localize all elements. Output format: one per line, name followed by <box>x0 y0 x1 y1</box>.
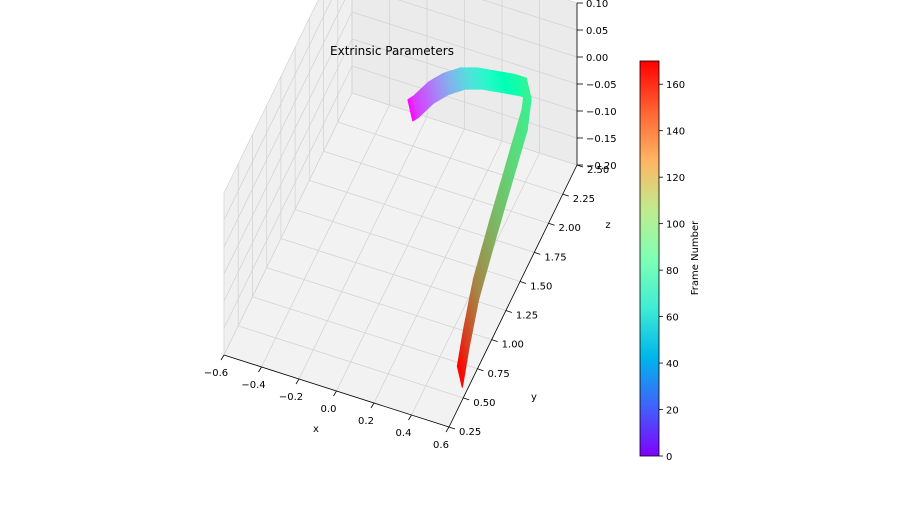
y-tick-mark <box>448 426 456 430</box>
y-tick-label: 1.00 <box>502 340 524 351</box>
axis-panes <box>223 0 578 428</box>
colorbar-tick-label: 20 <box>666 406 679 417</box>
y-tick-label: 2.25 <box>573 194 595 205</box>
y-tick-label: 0.25 <box>459 427 481 438</box>
grid-line <box>266 267 492 341</box>
y-tick-mark <box>548 222 555 226</box>
y-tick-mark <box>505 310 513 313</box>
x-axis-label: x <box>313 424 319 435</box>
ribbon-segment <box>456 358 464 388</box>
x-tick-label: 0.2 <box>358 416 374 427</box>
z-tick-label: −0.05 <box>586 80 617 91</box>
grid-line <box>261 104 390 368</box>
axis-ticks: −0.6 −0.4 −0.2 0.0 0.2 0.4 0.6 0.25 0.50 0.75 1.00… <box>204 0 617 451</box>
grid-line <box>337 121 563 195</box>
grid-line <box>323 150 549 224</box>
y-tick-label: 1.50 <box>530 281 552 292</box>
grid-line <box>298 116 428 380</box>
z-axis-label: z <box>605 220 610 231</box>
x-tick-mark <box>295 378 300 385</box>
y-tick-label: 1.75 <box>544 252 566 263</box>
grid-line <box>280 238 507 311</box>
colorbar-tick-label: 100 <box>666 220 685 231</box>
y-tick-mark <box>463 397 470 401</box>
x-tick-mark <box>445 426 450 433</box>
grid-line <box>351 65 578 139</box>
z-tick-label: −0.10 <box>586 107 617 118</box>
colorbar: 0 20 40 60 80 100 120 140 160 Frame Number <box>639 60 701 463</box>
y-axis-line <box>448 164 578 428</box>
y-tick-mark <box>534 251 541 255</box>
y-tick-mark <box>477 368 484 372</box>
grid-line <box>252 296 478 370</box>
x-tick-label: 0.4 <box>396 428 412 439</box>
colorbar-tick-label: 0 <box>666 452 672 463</box>
colorbar-tick-label: 160 <box>666 80 685 91</box>
grid-line <box>223 11 353 275</box>
colorbar-tick-label: 40 <box>666 359 679 370</box>
colorbar-tick-label: 80 <box>666 266 679 277</box>
y-tick-mark <box>519 281 527 284</box>
z-tick-label: −0.20 <box>586 161 617 172</box>
y-tick-label: 0.50 <box>473 398 495 409</box>
x-tick-mark <box>370 402 375 409</box>
grid-line <box>238 325 464 399</box>
x-tick-label: −0.6 <box>204 368 228 379</box>
grid-line <box>223 65 353 329</box>
y-axis-label: y <box>531 392 537 403</box>
colorbar-gradient <box>639 60 660 457</box>
colorbar-tick-label: 140 <box>666 127 685 138</box>
x-tick-mark <box>258 366 262 373</box>
colorbar-label: Frame Number <box>690 220 701 295</box>
x-tick-label: −0.4 <box>241 380 265 391</box>
y-tick-label: 2.00 <box>559 223 581 234</box>
colorbar-tick-label: 120 <box>666 173 685 184</box>
chart-title: Extrinsic Parameters <box>330 44 454 58</box>
z-tick-label: −0.15 <box>586 134 617 145</box>
grid-line <box>223 38 353 302</box>
colorbar-tick-label: 60 <box>666 313 679 324</box>
x-tick-label: 0.0 <box>321 404 337 415</box>
y-tick-mark <box>491 339 498 343</box>
y-tick-mark <box>562 193 569 197</box>
y-tick-label: 1.25 <box>516 311 538 322</box>
grid-line <box>373 140 503 404</box>
grid-line <box>309 179 535 253</box>
x-tick-mark <box>408 414 412 421</box>
z-tick-label: 0.10 <box>586 0 608 10</box>
grid-line <box>223 0 346 248</box>
x-tick-label: 0.6 <box>433 440 449 451</box>
grid-line <box>223 0 332 221</box>
trajectory-ribbon <box>407 67 532 388</box>
grid-line <box>336 128 465 392</box>
grid-line <box>223 0 319 194</box>
x-tick-mark <box>333 390 337 397</box>
grid-line <box>397 0 578 58</box>
grid-line <box>223 92 353 356</box>
x-tick-mark <box>220 354 225 361</box>
grid-lines <box>223 0 578 428</box>
colorbar-ticks: 0 20 40 60 80 100 120 140 160 <box>659 80 685 463</box>
x-tick-label: −0.2 <box>279 392 303 403</box>
grid-line <box>351 11 578 85</box>
z-tick-label: 0.00 <box>586 53 608 64</box>
y-tick-label: 2.50 <box>587 165 609 176</box>
y-tick-label: 0.75 <box>487 369 509 380</box>
grid-line <box>481 0 578 31</box>
z-tick-label: 0.05 <box>586 26 608 37</box>
grid-line <box>351 92 578 166</box>
